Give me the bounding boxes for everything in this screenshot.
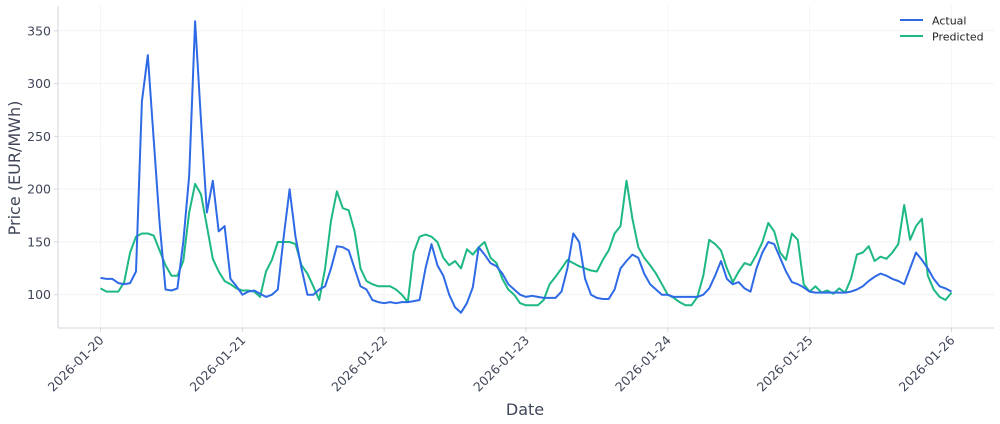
x-tick-label: 2026-01-23 — [470, 333, 532, 395]
x-axis-label: Date — [506, 400, 544, 419]
y-axis-label: Price (EUR/MWh) — [5, 101, 24, 236]
legend: Actual Predicted — [900, 15, 984, 44]
x-tick-labels: 2026-01-20 2026-01-21 2026-01-22 2026-01-23… — [45, 328, 958, 394]
x-tick-label: 2026-01-22 — [328, 333, 390, 395]
x-tick-label: 2026-01-25 — [754, 333, 816, 395]
legend-predicted-label: Predicted — [932, 31, 984, 44]
x-tick-label: 2026-01-26 — [896, 332, 958, 394]
gridlines — [58, 6, 994, 328]
y-tick-label: 350 — [27, 23, 51, 38]
y-tick-label: 300 — [27, 76, 51, 91]
series-line-actual — [100, 20, 952, 314]
series-lines — [100, 20, 953, 314]
y-tick-label: 100 — [27, 287, 51, 302]
x-tick-label: 2026-01-24 — [612, 332, 674, 394]
x-tick-label: 2026-01-21 — [187, 333, 249, 395]
y-tick-label: 150 — [27, 234, 51, 249]
x-tick-label: 2026-01-20 — [45, 332, 107, 394]
y-tick-labels: 100 150 200 250 300 350 — [27, 23, 58, 302]
y-tick-label: 250 — [27, 129, 51, 144]
y-tick-label: 200 — [27, 182, 51, 197]
legend-actual-label: Actual — [932, 15, 966, 28]
